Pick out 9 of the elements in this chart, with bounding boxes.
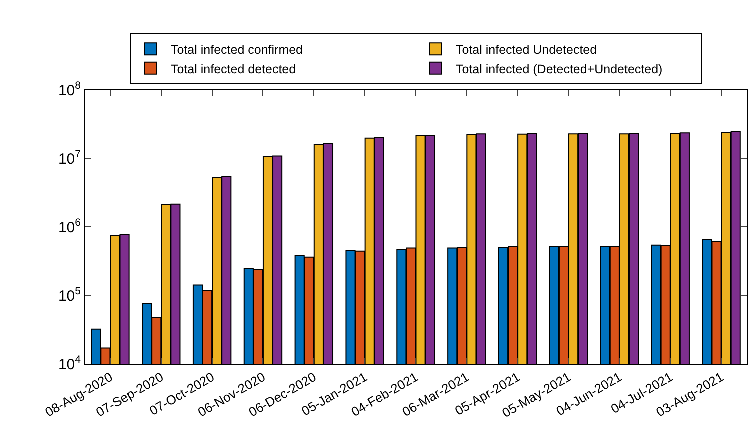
y-tick-label: 10$^{6}$: [58, 216, 82, 236]
legend-label: Total infected confirmed: [171, 43, 304, 58]
y-tick-label: 10$^{8}$: [58, 80, 82, 100]
y-tick-label: 10$^{5}$: [58, 285, 82, 305]
legend-label: Total infected detected: [171, 62, 296, 76]
y-tick-label: 10$^{7}$: [58, 148, 82, 168]
y-tick-label: 10$^{4}$: [58, 354, 82, 374]
legend-label: Total infected Undetected: [456, 43, 598, 58]
legend-label: Total infected (Detected+Undetected): [456, 62, 663, 76]
